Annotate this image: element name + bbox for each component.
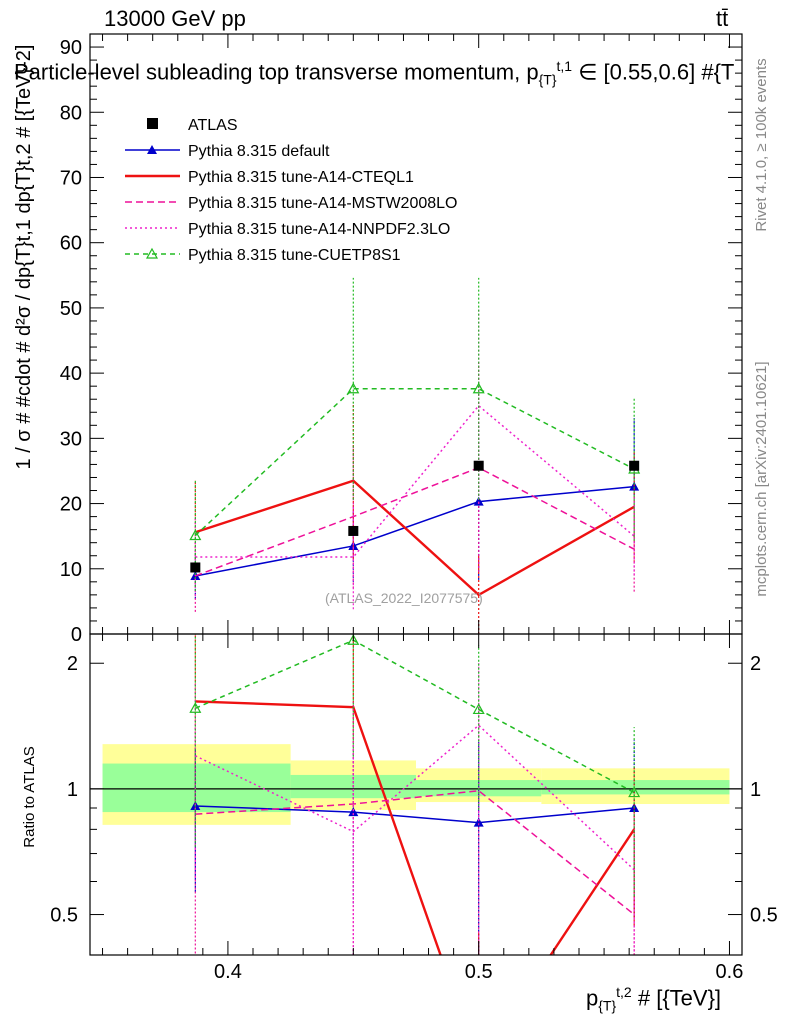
data-point xyxy=(190,562,201,573)
y-tick-label: 10 xyxy=(60,559,82,581)
series-4-ratio-point xyxy=(628,786,641,798)
ratio-tick-label-left: 2 xyxy=(67,653,78,675)
uncertainty-bands xyxy=(90,744,742,825)
ratio-tick-label-left: 1 xyxy=(67,779,78,801)
series-4-point xyxy=(189,529,202,541)
y-tick-label: 90 xyxy=(60,37,82,59)
ratio-band-inner xyxy=(541,780,730,795)
series-2-line xyxy=(195,466,635,577)
y-tick-label: 70 xyxy=(60,167,82,189)
y-tick-label: 60 xyxy=(60,233,82,255)
legend-label-2: Pythia 8.315 tune-A14-MSTW2008LO xyxy=(188,195,457,212)
ratio-tick-label-right: 0.5 xyxy=(750,905,778,927)
y-tick-label: 0 xyxy=(71,624,82,646)
analysis-watermark: (ATLAS_2022_I2077575) xyxy=(325,590,483,606)
data-point xyxy=(473,460,484,471)
series-4-point xyxy=(472,382,485,394)
main-series xyxy=(189,277,641,634)
data-point xyxy=(348,525,359,536)
ratio-tick-label-left: 0.5 xyxy=(50,905,78,927)
ratio-y-axis-label: Ratio to ATLAS xyxy=(21,746,38,848)
rivet-version-label: Rivet 4.1.0, ≥ 100k events xyxy=(753,58,770,232)
legend-label-data: ATLAS xyxy=(188,117,238,134)
x-axis-label: p{T}t,2 # [{TeV}] xyxy=(586,984,722,1014)
legend-marker-data xyxy=(147,118,158,129)
legend-marker-4 xyxy=(145,247,159,259)
series-0-point xyxy=(473,496,484,506)
y-tick-label: 20 xyxy=(60,494,82,516)
y-tick-label: 50 xyxy=(60,298,82,320)
plot-title: Particle-level subleading top transverse… xyxy=(14,58,735,88)
ratio-tick-label-right: 2 xyxy=(750,653,761,675)
legend-label-0: Pythia 8.315 default xyxy=(188,143,330,160)
ratio-frame xyxy=(89,633,743,956)
x-tick-label: 0.5 xyxy=(465,961,493,983)
series-4-point xyxy=(347,382,360,394)
legend-marker-0 xyxy=(147,145,157,154)
series-3-ratio-line xyxy=(194,724,635,871)
legend-label-4: Pythia 8.315 tune-CUETP8S1 xyxy=(188,247,401,264)
y-tick-label: 80 xyxy=(60,102,82,124)
legend-label-3: Pythia 8.315 tune-A14-NNPDF2.3LO xyxy=(188,221,450,238)
process-label: tt̄ xyxy=(716,6,729,31)
y-axis-label: 1 / σ # #cdot # d²σ / dp{T}t,1 dp{T}t,2 … xyxy=(13,44,35,470)
ratio-series xyxy=(189,634,641,955)
ratio-tick-label-right: 1 xyxy=(750,779,761,801)
series-4-ratio-point xyxy=(347,634,360,645)
y-tick-label: 30 xyxy=(60,428,82,450)
legend-label-1: Pythia 8.315 tune-A14-CTEQL1 xyxy=(188,169,414,186)
series-1-line xyxy=(194,479,635,597)
series-2-ratio-line xyxy=(195,789,635,916)
series-4-line xyxy=(194,388,635,537)
energy-label: 13000 GeV pp xyxy=(104,6,246,31)
x-tick-label: 0.4 xyxy=(214,961,242,983)
series-0-ratio-point xyxy=(348,807,359,817)
series-4-ratio-point xyxy=(472,703,485,715)
series-3-line xyxy=(195,404,635,558)
series-4-ratio-point xyxy=(189,702,202,713)
x-tick-label: 0.6 xyxy=(716,961,744,983)
y-tick-label: 40 xyxy=(60,363,82,385)
series-1-ratio-line xyxy=(195,700,636,955)
mcplots-label: mcplots.cern.ch [arXiv:2401.10621] xyxy=(753,361,770,597)
legend: ATLAS Pythia 8.315 default Pythia 8.315 tu… xyxy=(125,117,457,264)
axis-ticks: 0.4 0.5 0.6 0 10 20 30 40 50 60 70 80 90 0.5 0.5 1 1 2 2 xyxy=(50,33,778,983)
series-layer xyxy=(189,277,641,955)
series-0-line xyxy=(195,485,635,577)
data-point xyxy=(629,460,640,471)
series-4-ratio-line xyxy=(195,639,635,794)
series-0-ratio-point xyxy=(473,817,484,827)
